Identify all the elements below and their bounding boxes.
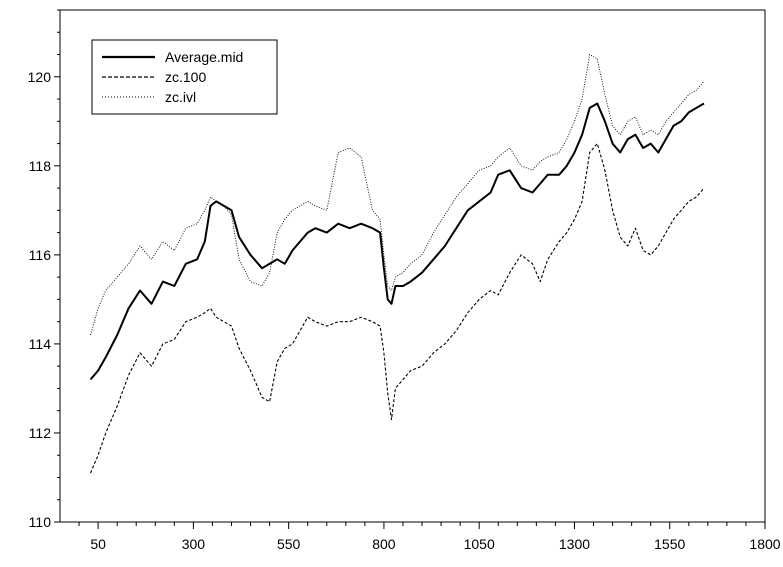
legend-label-average-mid: Average.mid xyxy=(165,49,243,65)
x-tick-label: 550 xyxy=(277,536,301,552)
legend: Average.mid zc.100 zc.ivl xyxy=(91,39,278,115)
x-tick-label: 800 xyxy=(372,536,396,552)
x-axis: 50 300 550 800 1050 1300 1550 1800 xyxy=(78,522,781,552)
y-tick-label: 114 xyxy=(29,336,52,352)
x-tick-label: 300 xyxy=(182,536,206,552)
legend-label-zc-100: zc.100 xyxy=(165,69,206,85)
y-axis: 110 112 114 116 118 120 xyxy=(28,9,60,530)
x-tick-label: 1550 xyxy=(654,536,685,552)
series-line-zc-100 xyxy=(89,143,705,474)
x-tick-label: 1300 xyxy=(559,536,590,552)
x-tick-label: 1800 xyxy=(749,536,780,552)
y-tick-label: 116 xyxy=(29,247,52,263)
y-tick-label: 112 xyxy=(29,425,52,441)
y-tick-label: 118 xyxy=(29,158,52,174)
y-tick-label: 120 xyxy=(28,69,52,85)
series-line-zc-ivl xyxy=(90,54,705,336)
x-tick-label: 50 xyxy=(90,536,106,552)
y-tick-label: 110 xyxy=(29,514,52,530)
series-lines xyxy=(89,54,705,474)
legend-label-zc-ivl: zc.ivl xyxy=(165,89,196,105)
x-tick-label: 1050 xyxy=(464,536,495,552)
series-line-average-mid xyxy=(89,102,705,381)
